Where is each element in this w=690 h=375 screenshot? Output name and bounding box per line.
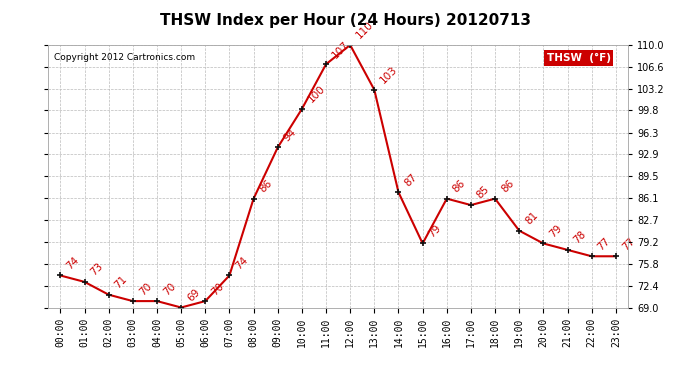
- Text: 69: 69: [186, 287, 201, 303]
- Text: 100: 100: [306, 84, 327, 105]
- Text: 110: 110: [355, 20, 375, 41]
- Text: 86: 86: [500, 178, 515, 195]
- Text: 87: 87: [403, 172, 419, 188]
- Text: THSW  (°F): THSW (°F): [546, 53, 611, 63]
- Text: 70: 70: [137, 280, 153, 297]
- Text: 81: 81: [524, 210, 540, 226]
- Text: 107: 107: [331, 39, 351, 60]
- Text: 73: 73: [89, 261, 105, 278]
- Text: 77: 77: [596, 236, 612, 252]
- Text: 94: 94: [282, 127, 298, 143]
- Text: 79: 79: [427, 223, 443, 239]
- Text: 71: 71: [113, 274, 129, 291]
- Text: Copyright 2012 Cartronics.com: Copyright 2012 Cartronics.com: [54, 53, 195, 62]
- Text: 74: 74: [234, 255, 250, 272]
- Text: 78: 78: [572, 229, 588, 246]
- Text: 70: 70: [161, 280, 177, 297]
- Text: 86: 86: [451, 178, 467, 195]
- Text: 86: 86: [258, 178, 274, 195]
- Text: 85: 85: [475, 184, 491, 201]
- Text: 74: 74: [65, 255, 81, 272]
- Text: THSW Index per Hour (24 Hours) 20120713: THSW Index per Hour (24 Hours) 20120713: [159, 13, 531, 28]
- Text: 103: 103: [379, 64, 400, 86]
- Text: 79: 79: [548, 223, 564, 239]
- Text: 70: 70: [210, 280, 226, 297]
- Text: 77: 77: [620, 236, 636, 252]
